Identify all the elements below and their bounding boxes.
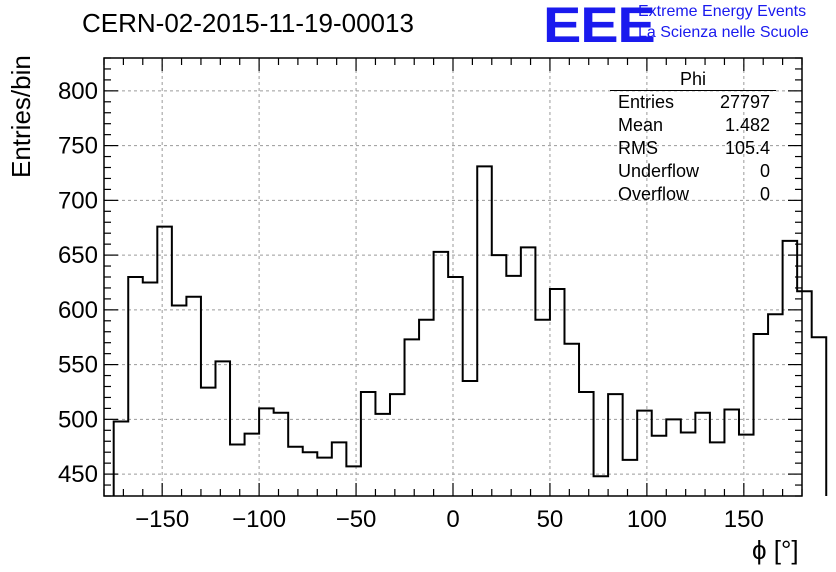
y-tick-label: 750: [58, 133, 98, 160]
histogram-bin: [521, 247, 536, 496]
histogram-bin: [666, 419, 681, 496]
x-tick-label: 50: [537, 506, 564, 533]
histogram-bin: [157, 227, 172, 496]
histogram-bin: [201, 388, 216, 496]
histogram-bin: [768, 314, 783, 496]
stats-box: Phi Entries 27797 Mean 1.482 RMS 105.4 U…: [610, 70, 776, 206]
histogram-bin: [405, 339, 420, 496]
histogram-bin: [390, 394, 405, 496]
histogram-bin: [506, 276, 521, 496]
x-tick-label: 150: [724, 506, 764, 533]
stats-row-entries: Entries 27797: [610, 91, 776, 114]
histogram-bin: [288, 447, 303, 496]
histogram-bin: [215, 361, 230, 496]
histogram-bin: [535, 320, 550, 496]
histogram-bin: [710, 442, 725, 496]
grid-lines: [104, 58, 802, 496]
stats-value: 1.482: [724, 115, 770, 135]
eee-logo: EEE: [543, 0, 656, 53]
tick-labels: −150 −100 −50 0 50 100 150 450 500 550 600 650 700 75…: [58, 78, 764, 533]
stats-row-mean: Mean 1.482: [610, 114, 776, 137]
stats-value: 0: [759, 161, 770, 181]
x-tick-label: 0: [446, 506, 459, 533]
brand-line-1: Extreme Energy Events: [638, 3, 807, 20]
histogram-bin: [739, 435, 754, 496]
histogram-bin: [346, 466, 361, 496]
histogram-bars: [112, 165, 828, 496]
histogram-bin: [259, 408, 274, 496]
histogram-bin: [564, 344, 579, 496]
histogram-bin: [230, 445, 245, 496]
x-tick-label: −50: [336, 506, 377, 533]
chart-title: CERN-02-2015-11-19-00013: [82, 8, 414, 38]
histogram-bin: [797, 291, 812, 496]
histogram-bin: [332, 442, 347, 496]
stats-value: 27797: [719, 92, 770, 112]
x-tick-label: 100: [627, 506, 667, 533]
stats-row-rms: RMS 105.4: [610, 137, 776, 160]
stats-row-underflow: Underflow 0: [610, 160, 776, 183]
histogram-bin: [375, 414, 390, 496]
histogram-bin: [579, 392, 594, 496]
histogram-bin: [448, 277, 463, 496]
histogram-bin: [434, 252, 449, 496]
y-axis-label: Entries/bin: [6, 55, 36, 178]
histogram-bin: [245, 434, 260, 496]
histogram-bin: [143, 282, 158, 496]
histogram-bin: [274, 413, 289, 496]
stats-value: 0: [759, 184, 770, 204]
histogram-bin: [681, 432, 696, 496]
histogram-bin: [419, 320, 434, 496]
axis-ticks: [103, 57, 803, 497]
histogram-bin: [492, 255, 507, 496]
histogram-bin: [724, 409, 739, 496]
brand-line-2: La Scienza nelle Scuole: [638, 24, 809, 41]
y-tick-label: 700: [58, 187, 98, 214]
histogram-bin: [463, 381, 478, 496]
stats-label: Underflow: [618, 161, 700, 181]
x-axis-label: ϕ [°]: [752, 535, 799, 565]
y-tick-label: 800: [58, 78, 98, 105]
histogram-bin: [186, 297, 201, 496]
y-tick-label: 600: [58, 297, 98, 324]
x-tick-label: −100: [232, 506, 286, 533]
histogram-bin: [608, 394, 623, 496]
stats-value: 105.4: [724, 138, 770, 158]
y-tick-label: 450: [58, 461, 98, 488]
y-tick-label: 650: [58, 242, 98, 269]
histogram-bin: [695, 413, 710, 496]
histogram-bin: [172, 305, 187, 496]
histogram-bin: [652, 436, 667, 496]
histogram-bin: [317, 458, 332, 496]
stats-label: RMS: [618, 138, 658, 158]
histogram-bin: [623, 460, 638, 496]
histogram-bin: [550, 289, 565, 496]
histogram-bin: [783, 241, 798, 496]
y-tick-label: 500: [58, 406, 98, 433]
histogram-bin: [754, 334, 769, 496]
x-tick-label: −150: [135, 506, 189, 533]
stats-label: Entries: [618, 92, 675, 112]
stats-box-title: Phi: [610, 70, 776, 91]
stats-label: Mean: [618, 115, 664, 135]
histogram-bin: [594, 476, 609, 496]
histogram-bin: [128, 277, 143, 496]
histogram-outline: [112, 165, 828, 496]
histogram-bin: [114, 422, 129, 496]
stats-row-overflow: Overflow 0: [610, 183, 776, 206]
histogram-bin: [303, 452, 318, 496]
histogram-bin: [361, 392, 376, 496]
stats-label: Overflow: [618, 184, 690, 204]
y-tick-label: 550: [58, 352, 98, 379]
histogram-bin: [812, 337, 827, 496]
histogram-bin: [477, 166, 492, 496]
histogram-bin: [637, 411, 652, 496]
